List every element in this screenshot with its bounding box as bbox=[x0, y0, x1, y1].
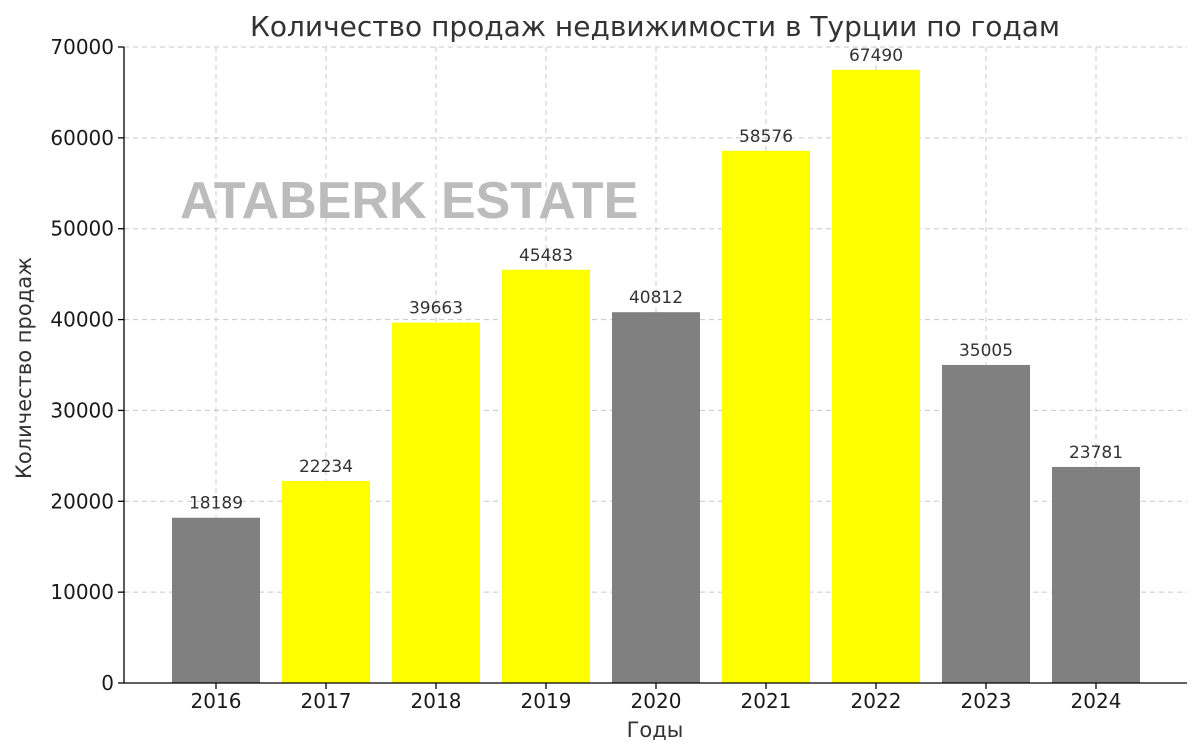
y-tick-label: 0 bbox=[101, 671, 114, 695]
y-tick-label: 10000 bbox=[50, 580, 114, 604]
y-tick-label: 20000 bbox=[50, 489, 114, 513]
x-tick-labels: 2016 2017 2018 2019 2020 2021 2022 2023 2024 bbox=[191, 689, 1122, 713]
x-tick-label-2018: 2018 bbox=[411, 689, 462, 713]
y-axis-label: Количество продаж bbox=[12, 257, 36, 479]
chart-title: Количество продаж недвижимости в Турции … bbox=[250, 10, 1060, 43]
data-label-2024: 23781 bbox=[1069, 443, 1123, 463]
watermark-logo: ATABERK ESTATE bbox=[180, 172, 638, 230]
x-tick-label-2024: 2024 bbox=[1071, 689, 1122, 713]
data-label-2020: 40812 bbox=[629, 288, 683, 308]
y-tick-label: 50000 bbox=[50, 217, 114, 241]
x-tick-label-2023: 2023 bbox=[961, 689, 1012, 713]
bar-2022 bbox=[832, 69, 920, 683]
x-tick-label-2016: 2016 bbox=[191, 689, 242, 713]
bar-2016 bbox=[172, 517, 260, 683]
x-tick-label-2019: 2019 bbox=[521, 689, 572, 713]
bar-2021 bbox=[722, 150, 810, 684]
bar-2024 bbox=[1052, 466, 1140, 683]
x-tick-label-2020: 2020 bbox=[631, 689, 682, 713]
data-label-2019: 45483 bbox=[519, 246, 573, 266]
y-tick-labels: 0 10000 20000 30000 40000 50000 60000 70000 bbox=[50, 35, 114, 695]
bar-2017 bbox=[282, 480, 370, 683]
data-labels: 18189 22234 39663 45483 40812 58576 67490 35005… bbox=[189, 46, 1123, 514]
data-label-2018: 39663 bbox=[409, 299, 463, 319]
bar-2023 bbox=[942, 364, 1030, 683]
bar-2018 bbox=[392, 322, 480, 683]
data-label-2021: 58576 bbox=[739, 127, 793, 147]
x-tick-label-2022: 2022 bbox=[851, 689, 902, 713]
y-tick-label: 40000 bbox=[50, 308, 114, 332]
y-tick-label: 60000 bbox=[50, 126, 114, 150]
data-label-2016: 18189 bbox=[189, 494, 243, 514]
axes bbox=[118, 46, 1187, 689]
bar-2019 bbox=[502, 269, 590, 683]
x-tick-label-2017: 2017 bbox=[301, 689, 352, 713]
bars bbox=[172, 69, 1140, 684]
data-label-2023: 35005 bbox=[959, 341, 1013, 361]
data-label-2017: 22234 bbox=[299, 457, 353, 477]
x-axis-label: Годы bbox=[627, 718, 684, 742]
bar-2020 bbox=[612, 312, 700, 683]
x-tick-label-2021: 2021 bbox=[741, 689, 792, 713]
watermark-layer: ATABERK ESTATE bbox=[180, 172, 638, 230]
data-label-2022: 67490 bbox=[849, 46, 903, 66]
y-tick-label: 70000 bbox=[50, 35, 114, 59]
y-tick-label: 30000 bbox=[50, 398, 114, 422]
